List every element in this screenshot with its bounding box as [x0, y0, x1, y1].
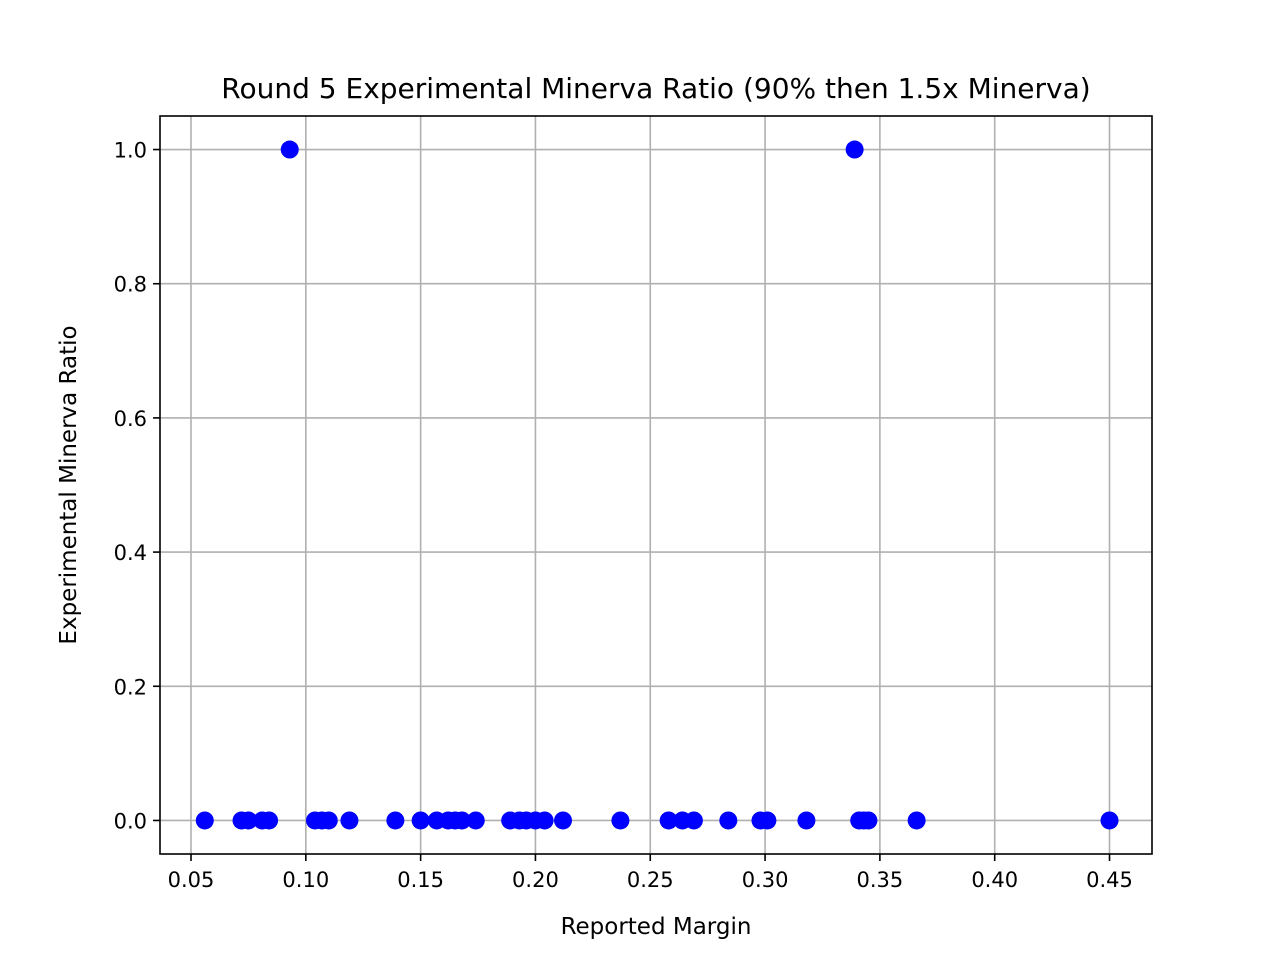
x-tick-label: 0.35	[857, 868, 904, 892]
x-axis-label: Reported Margin	[561, 914, 752, 940]
scatter-point	[659, 811, 678, 830]
x-tick-label: 0.15	[397, 868, 444, 892]
scatter-point	[611, 811, 630, 830]
x-tick-label: 0.20	[512, 868, 559, 892]
scatter-point	[319, 811, 338, 830]
y-tick-label: 0.0	[114, 809, 147, 833]
x-tick-label: 0.45	[1086, 868, 1133, 892]
x-tick-label: 0.05	[168, 868, 215, 892]
y-tick-label: 0.2	[114, 675, 147, 699]
x-tick-label: 0.25	[627, 868, 674, 892]
x-tick-label: 0.30	[742, 868, 789, 892]
scatter-point	[1100, 811, 1119, 830]
y-tick-label: 1.0	[114, 139, 147, 163]
chart-title: Round 5 Experimental Minerva Ratio (90% …	[221, 72, 1090, 105]
scatter-point	[535, 811, 554, 830]
scatter-point	[845, 140, 864, 159]
y-axis-ticks: 0.0 0.2 0.4 0.6 0.8 1.0	[114, 139, 160, 833]
scatter-point	[386, 811, 405, 830]
scatter-point	[797, 811, 816, 830]
scatter-point	[452, 811, 471, 830]
scatter-point	[758, 811, 777, 830]
scatter-point	[554, 811, 572, 830]
scatter-point	[411, 811, 430, 830]
scatter-point	[684, 811, 703, 830]
scatter-point	[859, 811, 878, 830]
y-axis-label: Experimental Minerva Ratio	[56, 325, 82, 644]
scatter-point	[719, 811, 738, 830]
y-tick-label: 0.8	[114, 273, 147, 297]
scatter-point	[195, 811, 214, 830]
data-points	[195, 140, 1119, 830]
scatter-point	[340, 811, 359, 830]
y-tick-label: 0.4	[114, 541, 147, 565]
scatter-point	[260, 811, 279, 830]
scatter-point	[907, 811, 926, 830]
scatter-point	[239, 811, 258, 830]
x-tick-label: 0.40	[971, 868, 1018, 892]
scatter-point	[466, 811, 485, 830]
grid-lines	[160, 116, 1152, 854]
x-axis-ticks: 0.05 0.10 0.15 0.20 0.25 0.30 0.35 0.40 0.45	[168, 854, 1133, 892]
x-tick-label: 0.10	[282, 868, 329, 892]
scatter-point	[280, 140, 299, 159]
y-tick-label: 0.6	[114, 407, 147, 431]
plot-frame	[159, 115, 1153, 855]
